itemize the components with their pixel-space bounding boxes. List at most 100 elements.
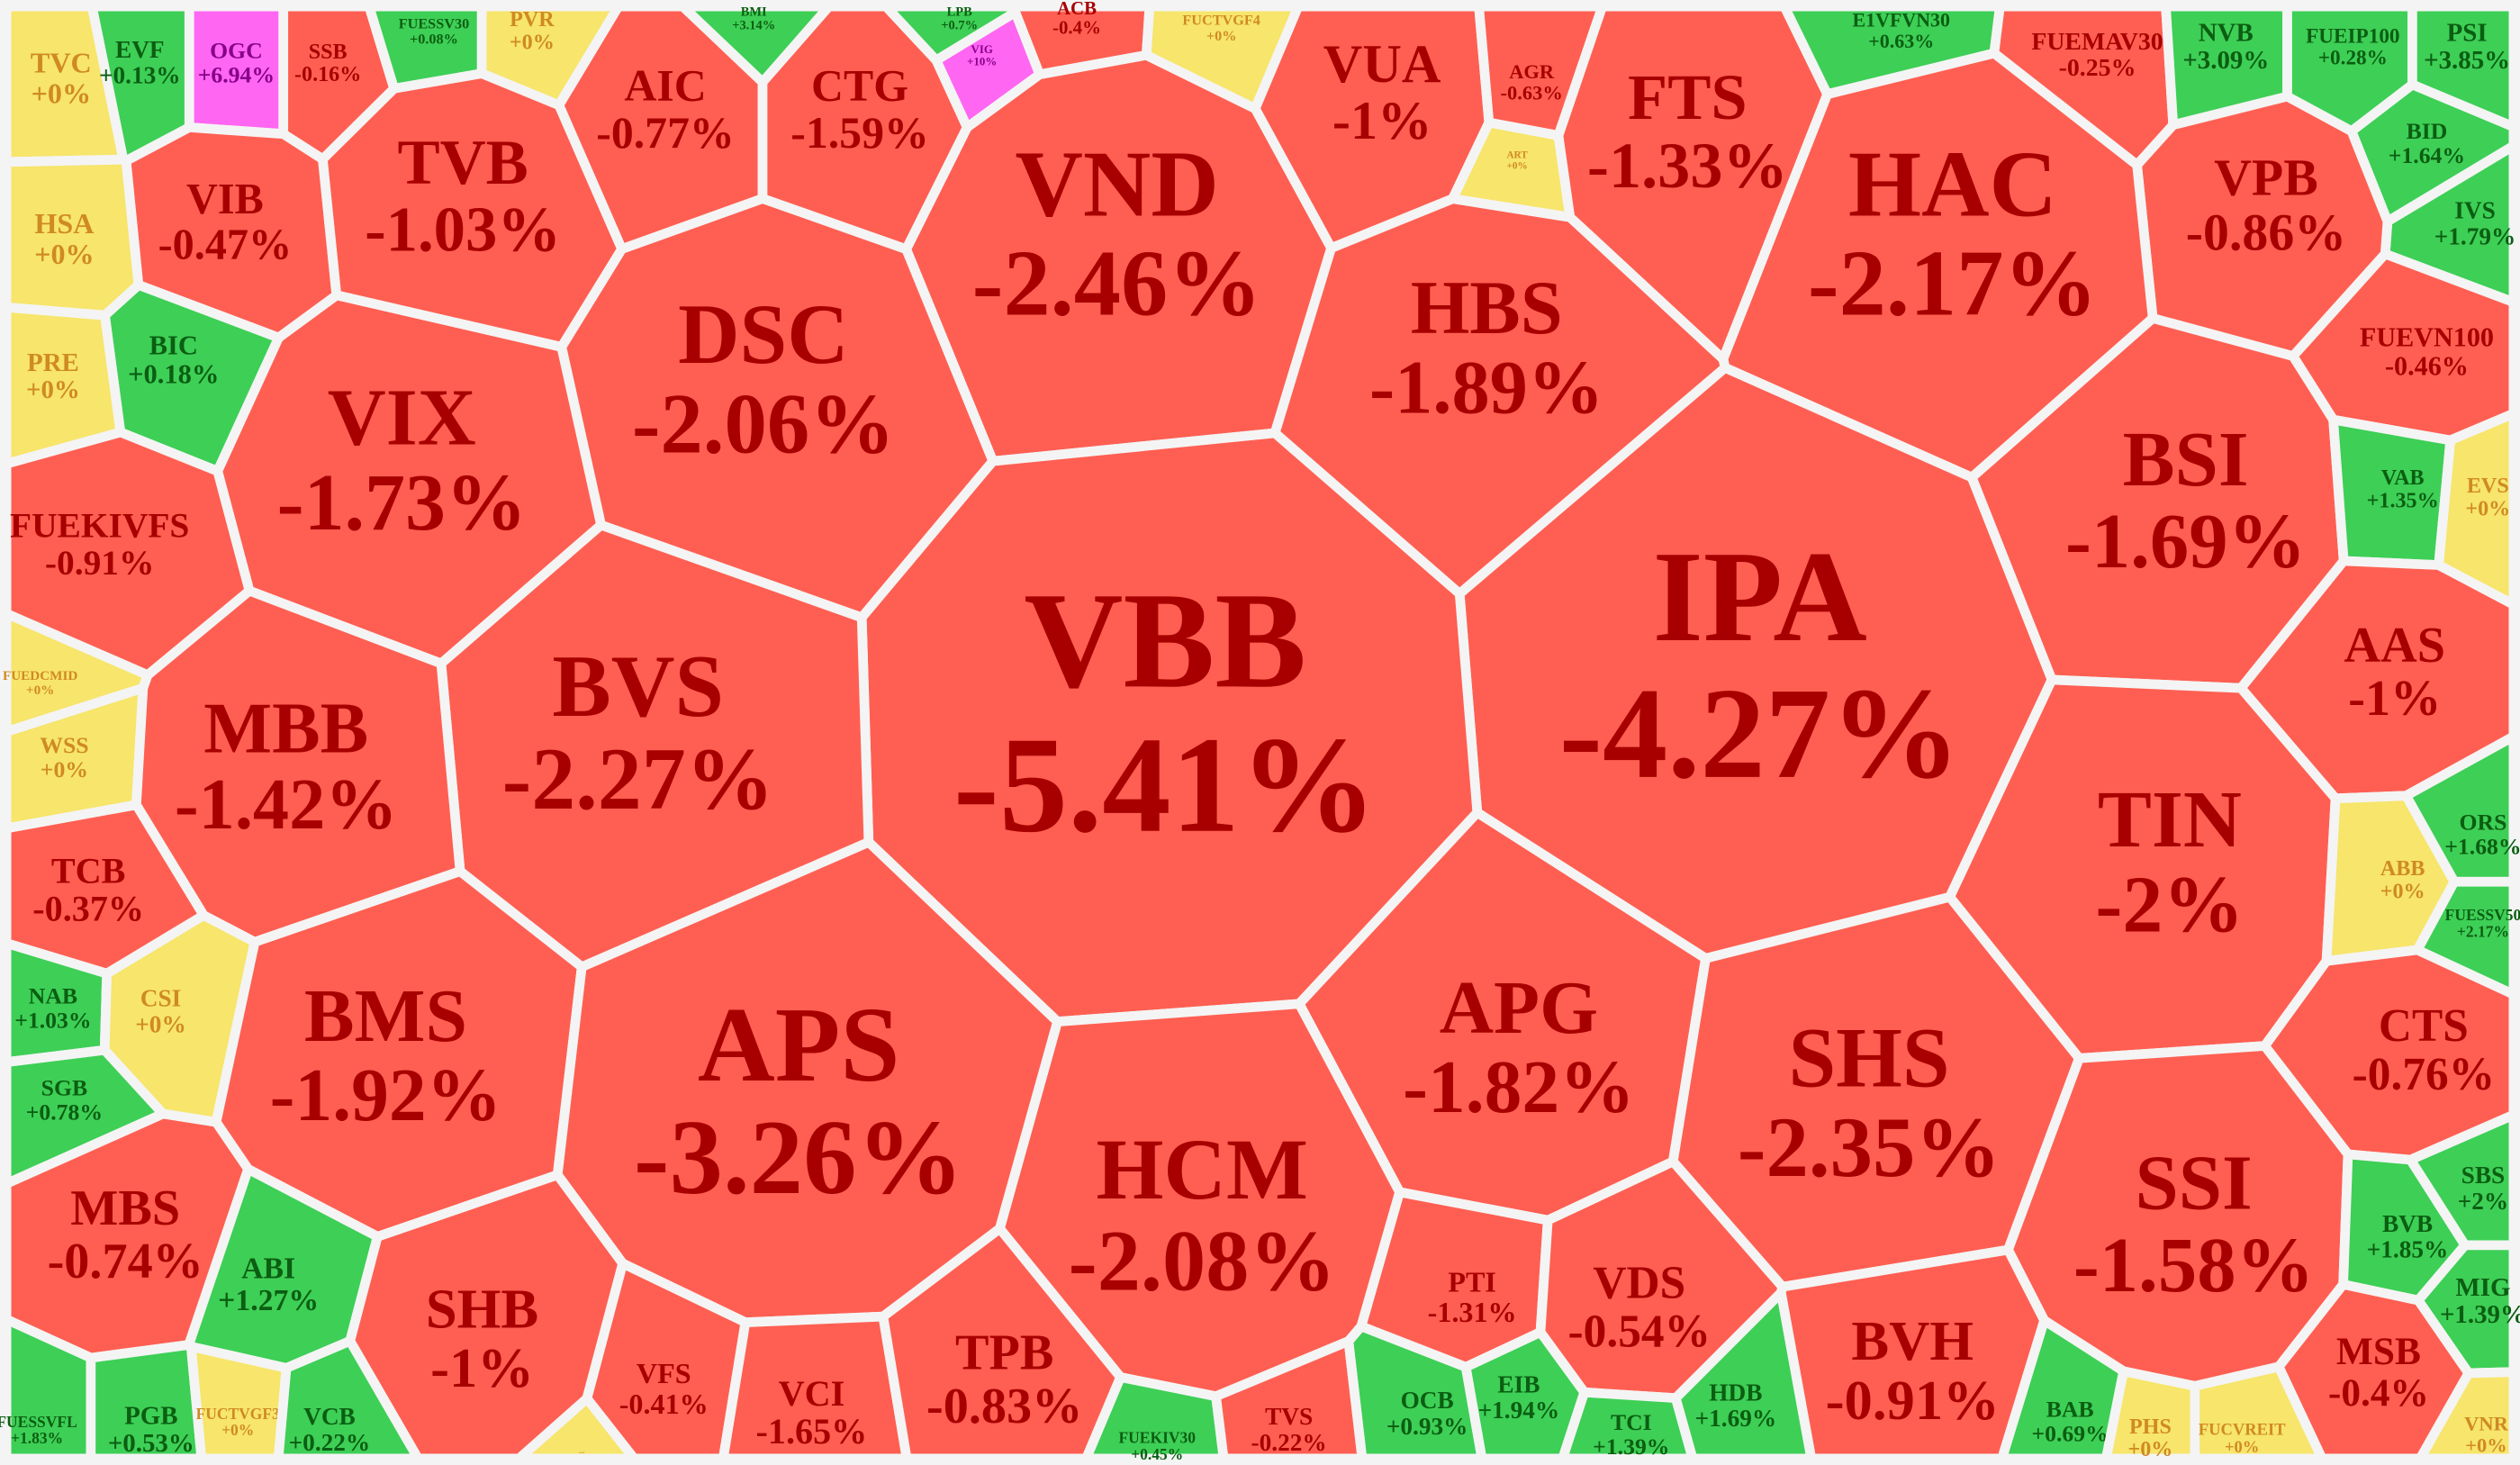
stock-cell-hcm[interactable]: HCM-2.08%: [995, 999, 1405, 1402]
cell-change: -1.42%: [175, 764, 398, 845]
stock-cell-vbb[interactable]: VBB-5.41%: [856, 428, 1483, 1026]
cell-ticker: HDB: [1709, 1379, 1762, 1406]
stock-cell-hac[interactable]: HAC-2.17%: [1718, 48, 2158, 483]
stock-cell-ipa[interactable]: IPA-4.27%: [1454, 363, 2057, 963]
cell-ticker: FUEKIVFS: [10, 506, 189, 546]
cell-change: +1.83%: [11, 1429, 63, 1447]
stock-cell-tci[interactable]: TCI+1.39%: [1558, 1387, 1698, 1464]
cell-ticker: VNR: [2464, 1413, 2508, 1435]
stock-cell-psi[interactable]: PSI+3.85%: [2407, 1, 2519, 132]
cell-ticker: TVC: [31, 47, 92, 79]
cell-ticker: EVF: [115, 36, 165, 63]
stock-cell-shs[interactable]: SHS-2.35%: [1667, 891, 2084, 1292]
cell-change: +0%: [510, 32, 555, 55]
stock-cell-pre[interactable]: PRE+0%: [1, 302, 126, 469]
stock-cell-mig[interactable]: MIG+1.39%: [2413, 1240, 2520, 1379]
stock-cell-bms[interactable]: BMS-1.92%: [211, 866, 587, 1242]
stock-cell-tvb[interactable]: TVB-1.03%: [318, 68, 628, 352]
cell-ticker: VAB: [2381, 466, 2425, 490]
stock-cell-hdb[interactable]: HDB+1.69%: [1670, 1288, 1817, 1464]
stock-cell-dsc[interactable]: DSC-2.06%: [556, 194, 998, 623]
cell-ticker: BAB: [2046, 1397, 2094, 1423]
stock-cell-vfs[interactable]: VFS-0.41%: [582, 1258, 751, 1464]
cell-change: -0.91%: [1826, 1369, 2000, 1432]
cell-change: +0%: [221, 1421, 254, 1439]
cell-change: -4.27%: [1559, 662, 1961, 806]
cell-shape[interactable]: [1670, 1288, 1817, 1464]
stock-cell-cts[interactable]: CTS-0.76%: [2260, 945, 2519, 1165]
cell-change: -2.08%: [1069, 1212, 1336, 1308]
cell-change: -0.83%: [926, 1379, 1082, 1434]
stock-cell-tpb[interactable]: TPB-0.83%: [878, 1224, 1125, 1464]
cell-ticker: NAB: [29, 983, 77, 1009]
cell-ticker: VFS: [637, 1357, 691, 1389]
cell-shape[interactable]: [2415, 1367, 2519, 1464]
cell-ticker: BVH: [1851, 1309, 1974, 1372]
cell-ticker: FTS: [1628, 61, 1748, 133]
stock-cell-hbs[interactable]: HBS-1.89%: [1269, 194, 1730, 599]
cell-ticker: FUEMAV30: [2031, 28, 2163, 56]
stock-cell-shb[interactable]: SHB-1%: [345, 1170, 628, 1464]
cell-change: +0%: [1506, 160, 1527, 171]
stock-cell-fucvreit[interactable]: FUCVREIT+0%: [2190, 1361, 2327, 1464]
stock-cell-mbs[interactable]: MBS-0.74%: [1, 1108, 253, 1363]
stock-cell-vcb[interactable]: VCB+0.22%: [273, 1335, 423, 1464]
stock-cell-aps[interactable]: APS-3.26%: [552, 836, 1062, 1327]
cell-change: -0.74%: [48, 1234, 203, 1289]
cell-change: -1%: [2348, 671, 2441, 727]
stock-cell-fuekivfs[interactable]: FUEKIVFS-0.91%: [1, 427, 255, 681]
cell-change: +1.03%: [14, 1008, 91, 1034]
cell-ticker: ORS: [2460, 809, 2507, 836]
cell-ticker: VCB: [303, 1403, 356, 1430]
stock-cell-pti[interactable]: PTI-1.31%: [1356, 1187, 1553, 1372]
cell-ticker: TPB: [955, 1325, 1053, 1381]
cell-change: -0.63%: [1501, 81, 1563, 104]
cell-ticker: MBS: [70, 1180, 180, 1236]
cell-ticker: VBB: [1024, 565, 1306, 717]
cell-change: +10%: [967, 56, 997, 68]
cell-change: -1.69%: [2065, 498, 2306, 584]
cell-change: -1.31%: [1428, 1296, 1517, 1328]
stock-cell-bsi[interactable]: BSI-1.69%: [1966, 313, 2349, 693]
stock-cell-[interactable]: ...: [514, 1393, 639, 1464]
cell-shape[interactable]: [2190, 1361, 2327, 1464]
stock-cell-phs[interactable]: PHS+0%: [2100, 1366, 2200, 1464]
stock-cell-ssi[interactable]: SSI-1.58%: [2003, 1041, 2353, 1391]
cell-ticker: VPB: [2214, 149, 2318, 207]
stock-cell-pgb[interactable]: PGB+0.53%: [86, 1340, 207, 1464]
stock-cell-hsa[interactable]: HSA+0%: [1, 154, 144, 321]
stock-cell-vab[interactable]: VAB+1.35%: [2328, 414, 2456, 570]
stock-cell-fuessvfl[interactable]: FUESSVFL+1.83%: [0, 1314, 96, 1464]
stock-cell-vnd[interactable]: VND-2.46%: [901, 50, 1336, 466]
cell-ticker: E1VFVN30: [1852, 9, 1950, 32]
stock-cell-ors[interactable]: ORS+1.68%: [2401, 731, 2520, 887]
cell-ticker: EIB: [1497, 1370, 1540, 1397]
cell-shape[interactable]: [273, 1335, 423, 1464]
stock-cell-agr[interactable]: AGR-0.63%: [1474, 1, 1608, 140]
cell-ticker: TCI: [1611, 1409, 1652, 1435]
cell-ticker: FUCVREIT: [2199, 1420, 2286, 1439]
stock-cell-vnr[interactable]: VNR+0%: [2415, 1367, 2519, 1464]
cell-ticker: APS: [698, 985, 900, 1104]
stock-cell-bvs[interactable]: BVS-2.27%: [436, 520, 874, 972]
stock-cell-vpb[interactable]: VPB-0.86%: [2132, 91, 2393, 361]
stock-cell-ogc[interactable]: OGC+6.94%: [184, 1, 289, 140]
cell-change: +0.78%: [26, 1099, 103, 1125]
stock-cell-msb[interactable]: MSB-0.4%: [2273, 1280, 2474, 1464]
cell-change: +1.69%: [1695, 1405, 1777, 1432]
cell-ticker: CTS: [2379, 1000, 2469, 1052]
cell-change: +3.85%: [2424, 46, 2510, 75]
stock-cell-vds[interactable]: VDS-0.54%: [1535, 1156, 1788, 1404]
cell-change: +0.7%: [941, 19, 978, 33]
cell-change: -2.06%: [632, 377, 895, 472]
stock-cell-bvh[interactable]: BVH-0.91%: [1775, 1244, 2049, 1464]
cell-ticker: VIG: [971, 43, 993, 56]
stock-cell-mbb[interactable]: MBB-1.42%: [131, 585, 465, 947]
cell-ticker: BVS: [552, 638, 724, 736]
stock-cell-vci[interactable]: VCI-1.65%: [718, 1311, 912, 1464]
stock-cell-fuctvgf3[interactable]: FUCTVGF3+0%: [185, 1342, 292, 1464]
cell-change: -0.4%: [1052, 17, 1101, 39]
cell-shape[interactable]: [514, 1393, 639, 1464]
cell-shape[interactable]: [185, 1342, 292, 1464]
